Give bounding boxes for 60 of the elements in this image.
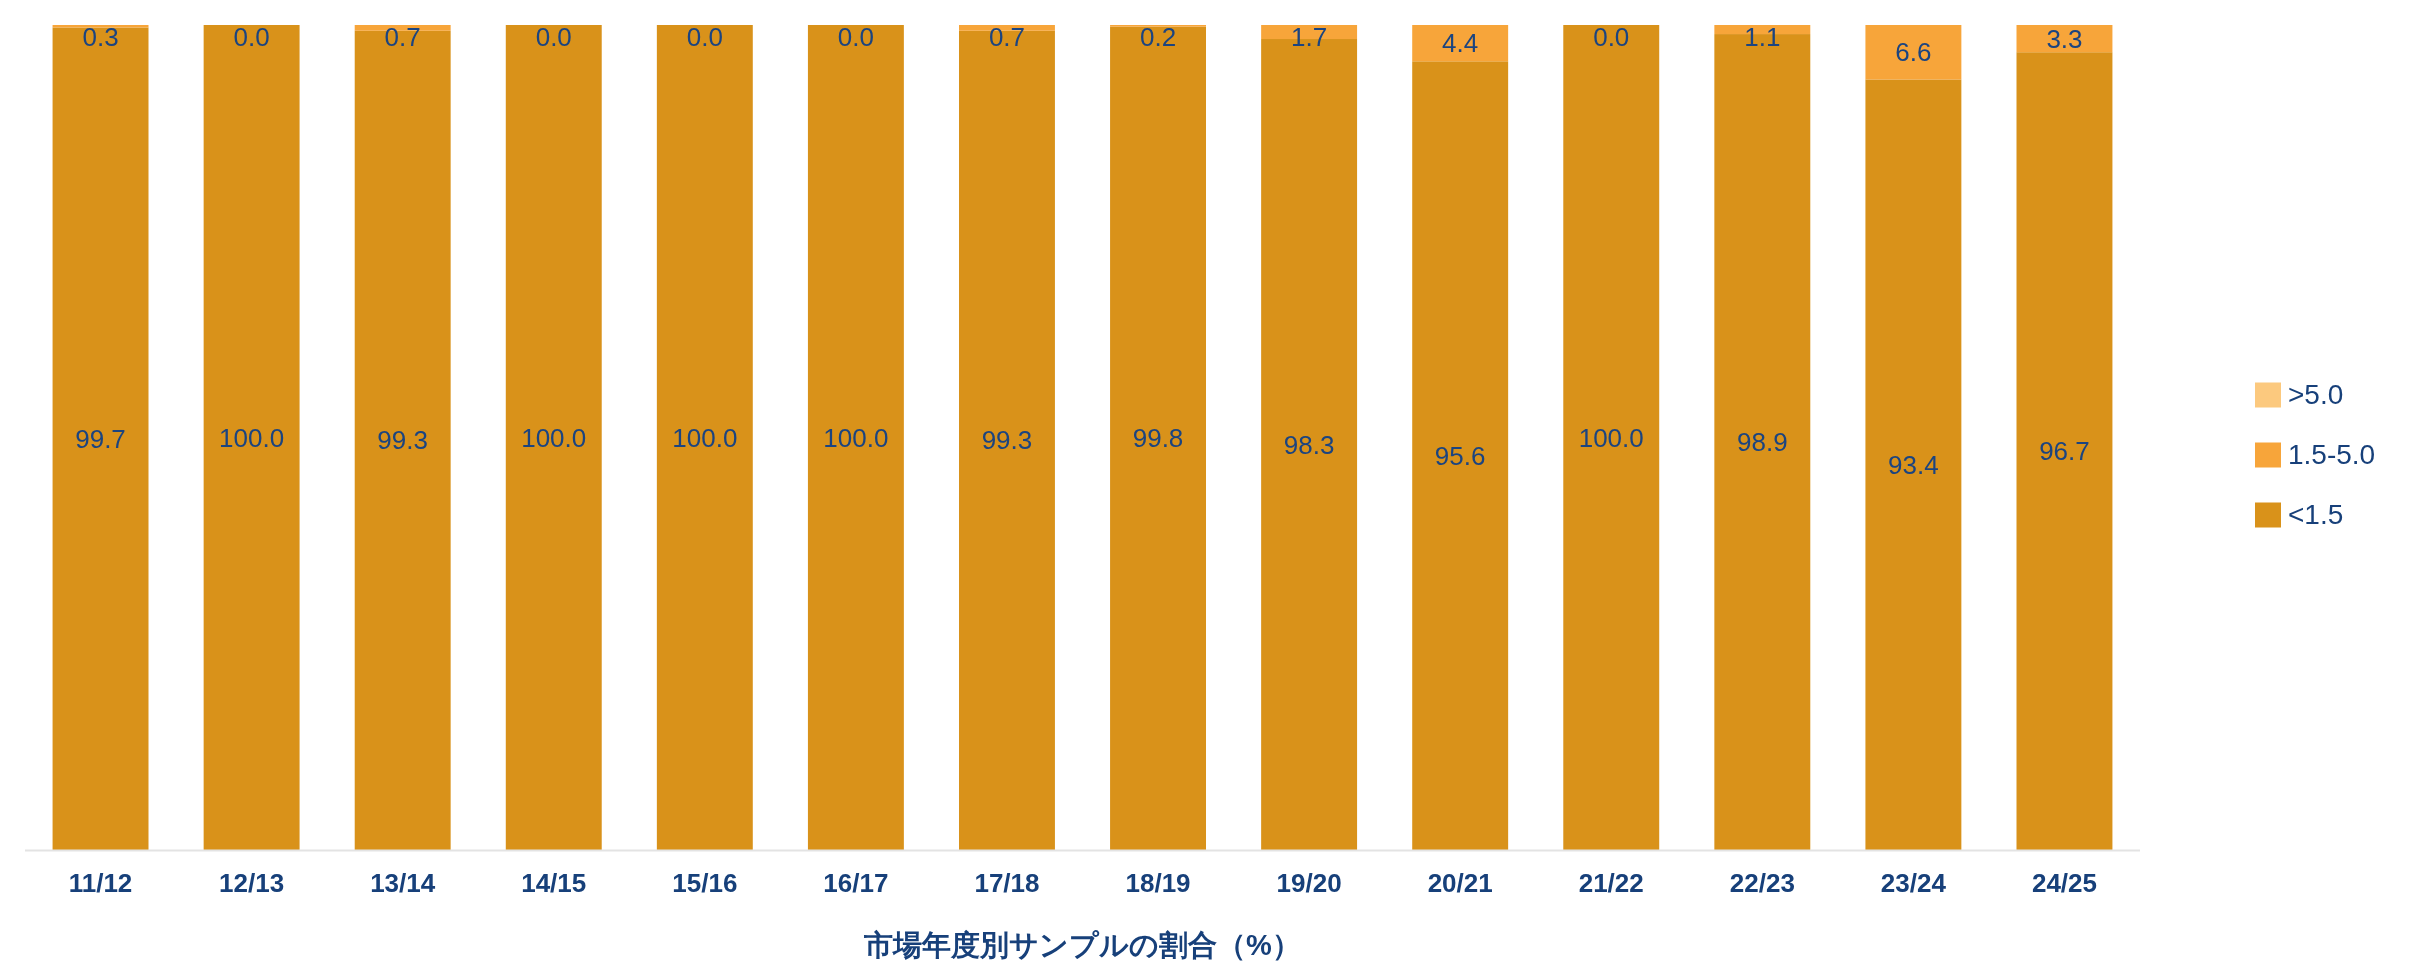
data-label: 0.0 [233,22,270,52]
data-label: 0.2 [1139,22,1177,52]
data-label: 93.4 [1888,449,1939,480]
x-tick-label: 11/12 [68,868,133,898]
bar [656,25,753,850]
bar [505,25,602,850]
bar [807,25,904,850]
x-axis-title: 市場年度別サンプルの割合（%） [863,929,1301,961]
data-label: 0.0 [686,22,723,52]
data-label: 95.6 [1434,440,1486,471]
data-label: 100.0 [823,422,889,453]
bar [354,30,451,850]
x-tick-label: 13/14 [370,868,436,898]
x-tick-label: 23/24 [1880,868,1947,898]
legend-label: >5.0 [2288,379,2344,410]
bar [203,25,300,850]
data-label: 3.3 [2046,23,2083,54]
x-tick-label: 14/15 [521,868,587,898]
data-label: 98.9 [1737,427,1788,458]
data-label: 99.8 [1132,423,1184,454]
data-label: 99.3 [377,425,428,456]
data-label: 1.1 [1744,22,1781,52]
data-label: 0.0 [535,22,572,52]
data-label: 100.0 [672,422,738,453]
data-label: 100.0 [219,422,285,453]
data-label: 99.7 [75,423,126,454]
x-tick-label: 15/16 [672,868,738,898]
x-tick-label: 18/19 [1125,868,1191,898]
x-tick-label: 12/13 [219,868,285,898]
legend-label: <1.5 [2288,499,2344,530]
bar [1563,25,1660,850]
x-tick-label: 17/18 [974,868,1040,898]
bar [1412,61,1509,850]
x-tick-label: 20/21 [1427,868,1493,898]
x-tick-label: 21/22 [1578,868,1644,898]
x-tick-label: 22/23 [1729,868,1795,898]
bar [1110,26,1206,850]
data-label: 99.3 [981,425,1033,456]
bar [1412,25,1509,62]
data-label: 98.3 [1283,429,1335,460]
data-label: 0.3 [82,22,119,52]
bar [52,27,149,850]
x-tick-label: 24/25 [2031,868,2097,898]
x-tick-label: 19/20 [1276,868,1342,898]
data-label: 0.0 [837,22,874,52]
data-label: 96.7 [2039,436,2090,467]
data-label: 1.7 [1291,22,1328,52]
data-label: 0.0 [1593,22,1630,52]
legend-label: 1.5-5.0 [2288,439,2376,470]
bar [2016,52,2113,850]
data-label: 100.0 [1578,422,1644,453]
bar [959,30,1055,850]
data-label: 0.7 [988,22,1026,52]
x-tick-label: 16/17 [823,868,889,898]
bar [1865,79,1962,850]
data-label: 100.0 [521,422,587,453]
bar [1865,25,1962,80]
data-label: 4.4 [1442,28,1479,59]
data-label: 6.6 [1895,37,1932,68]
data-label: 0.7 [384,22,421,52]
